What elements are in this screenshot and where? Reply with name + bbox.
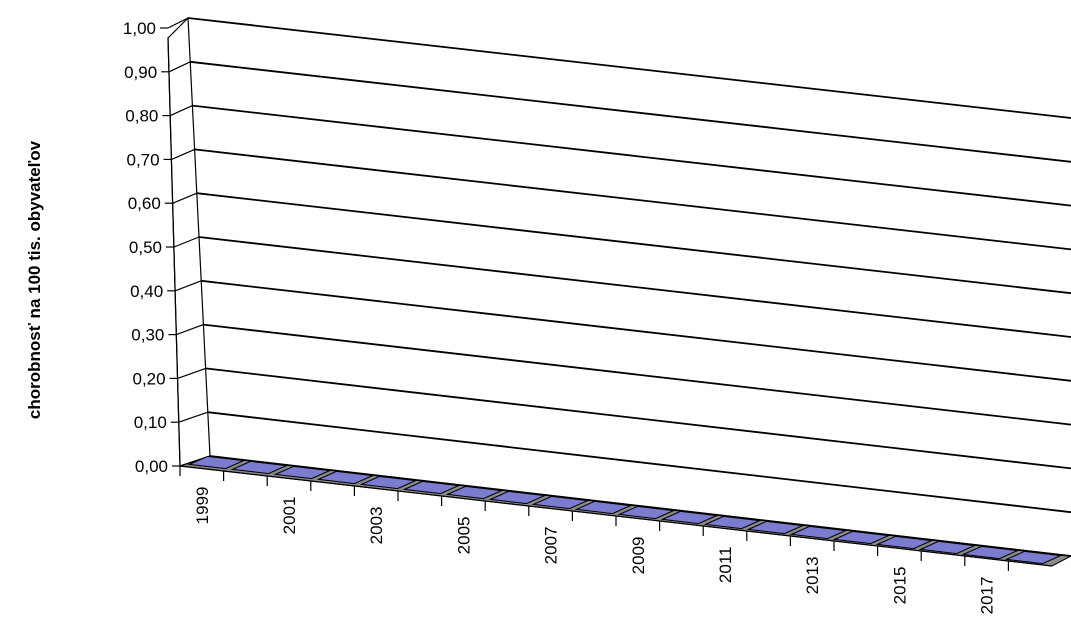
bar-2002 [316,470,375,485]
bar-2010 [660,510,719,525]
side-gridline [176,324,204,336]
gridline [205,367,1071,470]
bar-2016 [918,540,977,555]
bar-2017 [961,545,1020,560]
gridline [192,104,1071,207]
x-tick-label: 2017 [978,577,997,615]
bar-2006 [488,490,547,505]
bar-1999 [187,455,246,470]
x-tick-label: 2007 [542,527,561,565]
side-gridline [177,367,206,379]
y-tick-label: 0,50 [129,238,162,257]
y-tick-label: 0,90 [124,63,157,82]
bar-2000 [230,460,289,475]
bar-2003 [359,475,418,490]
y-tick-label: 0,40 [130,282,163,301]
y-tick-label: 0,20 [133,369,166,388]
side-gridline [168,61,191,73]
side-gridline [172,192,198,204]
side-gridline [171,148,195,160]
bar-2004 [402,480,461,495]
gridline [187,17,1071,119]
side-gridline [170,105,193,117]
gridline [207,411,1071,514]
gridline [198,236,1071,338]
x-tick-label: 1999 [193,487,212,525]
gridline [196,192,1071,295]
gridline [209,455,1071,557]
x-tick-label: 2001 [280,497,299,535]
y-tick-label: 0,30 [131,326,164,345]
y-tick-label: 0,00 [135,457,168,476]
y-tick-label: 0,80 [125,107,158,126]
bar-2001 [273,465,332,480]
x-tick-label: 2015 [890,567,909,605]
bar-2013 [789,525,848,540]
bar-2012 [746,520,805,535]
side-gridline [174,280,202,292]
gridline [201,279,1071,382]
bar-2014 [832,530,891,545]
y-tick-label: 0,70 [127,150,160,169]
y-axis-line [167,37,181,467]
bar-2007 [531,495,590,510]
bar-2015 [875,535,934,550]
x-tick-label: 2011 [716,547,735,584]
bar-2011 [703,515,762,530]
side-gridline [167,17,189,29]
x-tick-label: 2009 [629,537,648,575]
y-tick-label: 0,10 [134,413,167,432]
side-gridline [173,236,200,248]
bar-2008 [574,500,633,515]
bar-2005 [445,485,504,500]
bar-2009 [617,505,676,520]
x-tick-label: 2005 [454,517,473,555]
side-gridline [178,411,208,423]
gridline [203,323,1071,426]
y-tick-label: 0,60 [128,194,161,213]
x-tick-label: 2003 [367,507,386,545]
y-axis-label: chorobnosť na 100 tis. obyvateľov [25,140,44,419]
gridline [194,148,1071,251]
bar-2018 [1004,550,1063,565]
x-tick-label: 2013 [803,557,822,595]
gridline [190,60,1071,163]
y-tick-label: 1,00 [123,19,156,38]
